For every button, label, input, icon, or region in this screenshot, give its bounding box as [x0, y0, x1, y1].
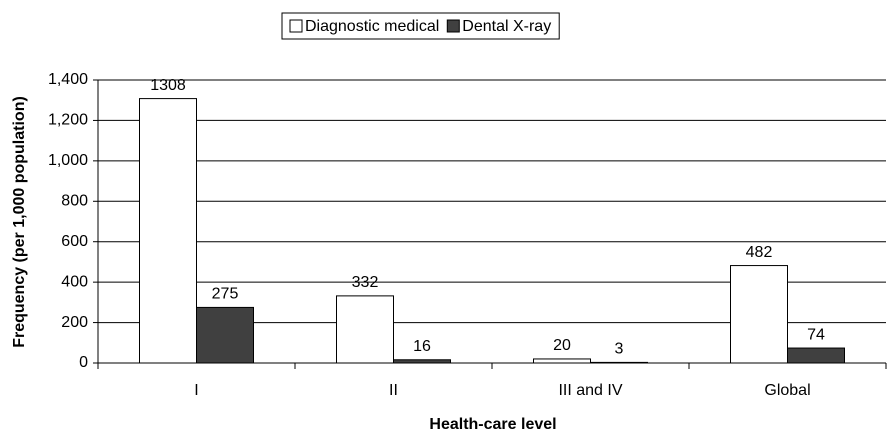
- bar: [533, 358, 591, 364]
- bar: [787, 347, 845, 364]
- y-tick-label: 1,400: [48, 71, 88, 88]
- legend-box: [281, 12, 560, 40]
- data-label: 20: [553, 337, 571, 354]
- y-tick-label: 800: [61, 193, 88, 210]
- data-label: 275: [212, 286, 239, 303]
- x-tick-label: I: [194, 382, 198, 399]
- x-tick-label: II: [389, 382, 398, 399]
- bar: [730, 265, 788, 364]
- x-tick-label: Global: [764, 382, 810, 399]
- data-label: 16: [413, 338, 431, 355]
- y-tick-label: 1,200: [48, 112, 88, 129]
- bar: [590, 361, 648, 364]
- x-tick-label: III and IV: [558, 382, 622, 399]
- y-tick-label: 600: [61, 233, 88, 250]
- data-label: 482: [746, 244, 773, 261]
- y-tick-label: 1,000: [48, 152, 88, 169]
- legend-label: Diagnostic medical: [305, 18, 439, 35]
- y-tick-label: 400: [61, 273, 88, 290]
- data-label: 332: [352, 274, 379, 291]
- bar: [393, 359, 451, 364]
- data-label: 1308: [150, 77, 186, 94]
- y-tick-label: 200: [61, 314, 88, 331]
- legend-label: Dental X-ray: [462, 18, 551, 35]
- y-tick-label: 0: [79, 354, 88, 371]
- data-label: 3: [615, 341, 624, 358]
- legend-swatch: [446, 19, 460, 33]
- y-axis-label: Frequency (per 1,000 population): [11, 96, 28, 348]
- bar: [336, 295, 394, 364]
- bar: [139, 98, 197, 364]
- legend-swatch: [289, 19, 303, 33]
- bar: [196, 306, 254, 364]
- x-axis-label: Health-care level: [429, 416, 556, 433]
- data-label: 74: [807, 326, 825, 343]
